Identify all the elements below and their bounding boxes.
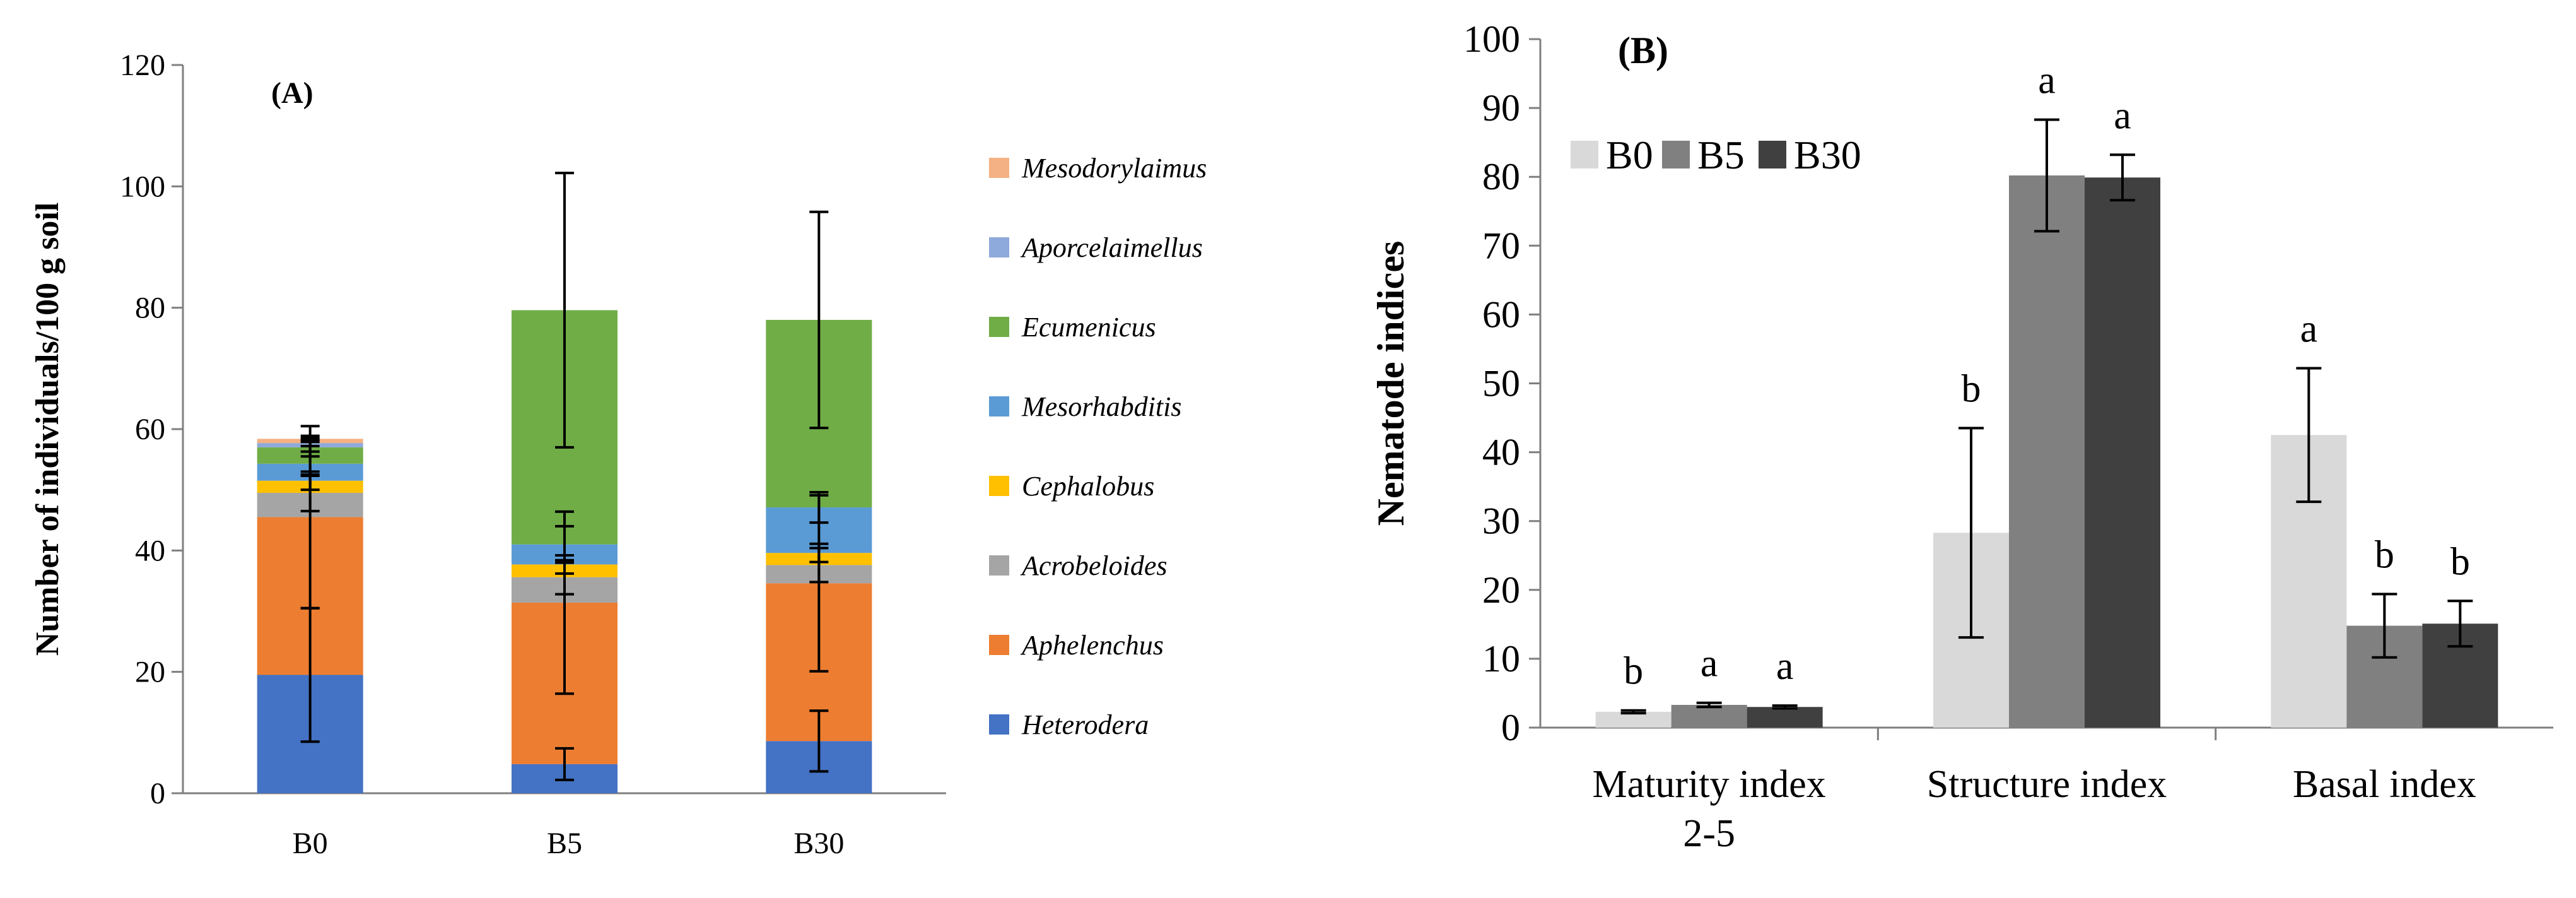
legend-swatch-b30 (1759, 141, 1786, 168)
bar-b5 (1671, 704, 1747, 728)
y-tick-label: 0 (150, 777, 165, 810)
legend-swatch-cephalobus (989, 476, 1009, 496)
legend-label-ecumenicus: Ecumenicus (1021, 312, 1156, 343)
y-tick-label: 90 (1482, 87, 1520, 129)
legend-swatch-acrobeloides (989, 555, 1009, 576)
y-axis-title: Nematode indices (1370, 241, 1412, 526)
legend-label-heterodera: Heterodera (1021, 709, 1149, 740)
y-tick-label: 120 (120, 49, 165, 82)
y-tick-label: 80 (1482, 156, 1520, 198)
significance-letter: b (2450, 540, 2470, 583)
bar-b0 (1595, 711, 1671, 728)
bar-b5 (2009, 175, 2085, 728)
legend-swatch-mesodorylaimus (989, 158, 1009, 178)
x-category-label: B5 (547, 827, 582, 860)
y-tick-label: 70 (1482, 225, 1520, 266)
significance-letter: a (1701, 642, 1718, 685)
panel-b-grouped-bar-chart: 0 10 20 30 40 50 60 70 80 90 100 Maturity index 2-5 b… (1370, 18, 2553, 855)
legend-label-cephalobus: Cephalobus (1022, 471, 1154, 502)
legend-swatch-ecumenicus (989, 317, 1009, 337)
legend-swatch-b0 (1571, 141, 1598, 168)
x-category-label: B0 (293, 827, 328, 860)
legend-swatch-mesorhabditis (989, 396, 1009, 417)
y-tick-label: 30 (1482, 500, 1520, 542)
legend-swatch-aporcelaimellus (989, 237, 1009, 257)
y-axis-title: Number of individuals/100 g soil (30, 203, 66, 656)
y-tick-label: 40 (135, 534, 165, 567)
x-category-label: Maturity index (1593, 763, 1826, 806)
panel-a-stacked-bar-chart: 0 20 40 60 80 100 120 B0 B5 B30 (A) Number of indiv… (30, 49, 1207, 860)
x-category-label: B30 (793, 827, 844, 860)
legend-label-aphelenchus: Aphelenchus (1020, 630, 1164, 661)
x-category-label: 2-5 (1683, 812, 1735, 855)
legend-swatch-b5 (1662, 141, 1690, 168)
legend-label-b0: B0 (1606, 133, 1653, 177)
bar-b30 (2085, 177, 2160, 728)
y-tick-label: 10 (1482, 638, 1520, 680)
significance-letter: a (2038, 59, 2056, 102)
y-tick-label: 50 (1482, 363, 1520, 405)
y-tick-label: 40 (1482, 432, 1520, 473)
x-category-label: Basal index (2293, 763, 2476, 806)
legend-swatch-heterodera (989, 714, 1009, 735)
significance-letter: a (2300, 307, 2318, 350)
significance-letter: b (1962, 367, 1981, 410)
y-tick-label: 100 (120, 170, 165, 203)
y-tick-label: 20 (1482, 569, 1520, 611)
bar-b30 (1747, 707, 1823, 728)
legend-swatch-aphelenchus (989, 635, 1009, 655)
panel-label: (A) (271, 76, 313, 110)
legend-label-aporcelaimellus: Aporcelaimellus (1020, 232, 1203, 263)
y-tick-label: 60 (1482, 293, 1520, 335)
legend-label-acrobeloides: Acrobeloides (1020, 550, 1168, 581)
y-tick-label: 80 (135, 292, 165, 325)
x-category-label: Structure index (1927, 763, 2167, 806)
legend-label-b30: B30 (1794, 133, 1861, 177)
significance-letter: a (1776, 645, 1794, 688)
legend-label-mesorhabditis: Mesorhabditis (1021, 391, 1181, 422)
significance-letter: b (1624, 650, 1643, 693)
significance-letter: b (2375, 533, 2394, 576)
legend-label-b5: B5 (1697, 133, 1745, 177)
panel-label: (B) (1618, 30, 1668, 71)
y-tick-label: 20 (135, 656, 165, 689)
y-tick-label: 0 (1501, 707, 1520, 748)
y-tick-label: 100 (1463, 18, 1520, 60)
significance-letter: a (2114, 94, 2131, 137)
y-tick-label: 60 (135, 413, 165, 446)
legend-label-mesodorylaimus: Mesodorylaimus (1021, 153, 1207, 184)
